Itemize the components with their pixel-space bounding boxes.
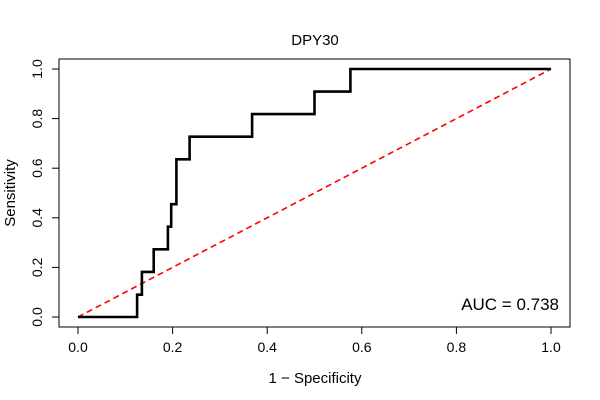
x-tick-label: 0.0 (68, 339, 88, 355)
reference-line (77, 68, 552, 318)
y-tick-label: 0.4 (29, 208, 45, 228)
x-tick-label: 0.2 (163, 339, 183, 355)
y-tick-label: 0.0 (29, 307, 45, 327)
auc-annotation: AUC = 0.738 (461, 295, 559, 314)
x-tick-label: 0.6 (352, 339, 372, 355)
chart-title: DPY30 (291, 32, 339, 49)
x-axis: 0.0 0.2 0.4 0.6 0.8 1.0 (68, 326, 561, 355)
y-axis-label: Sensitivity (2, 159, 19, 227)
x-axis-label: 1 − Specificity (269, 370, 362, 387)
roc-curve (78, 67, 551, 319)
y-tick-label: 0.6 (29, 158, 45, 178)
y-axis: 0.0 0.2 0.4 0.6 0.8 1.0 (29, 59, 60, 327)
y-tick-label: 1.0 (29, 59, 45, 79)
y-tick-label: 0.2 (29, 257, 45, 277)
x-tick-label: 1.0 (541, 339, 561, 355)
x-tick-label: 0.8 (447, 339, 467, 355)
y-tick-label: 0.8 (29, 109, 45, 129)
series-layer (77, 67, 552, 319)
x-tick-label: 0.4 (257, 339, 277, 355)
